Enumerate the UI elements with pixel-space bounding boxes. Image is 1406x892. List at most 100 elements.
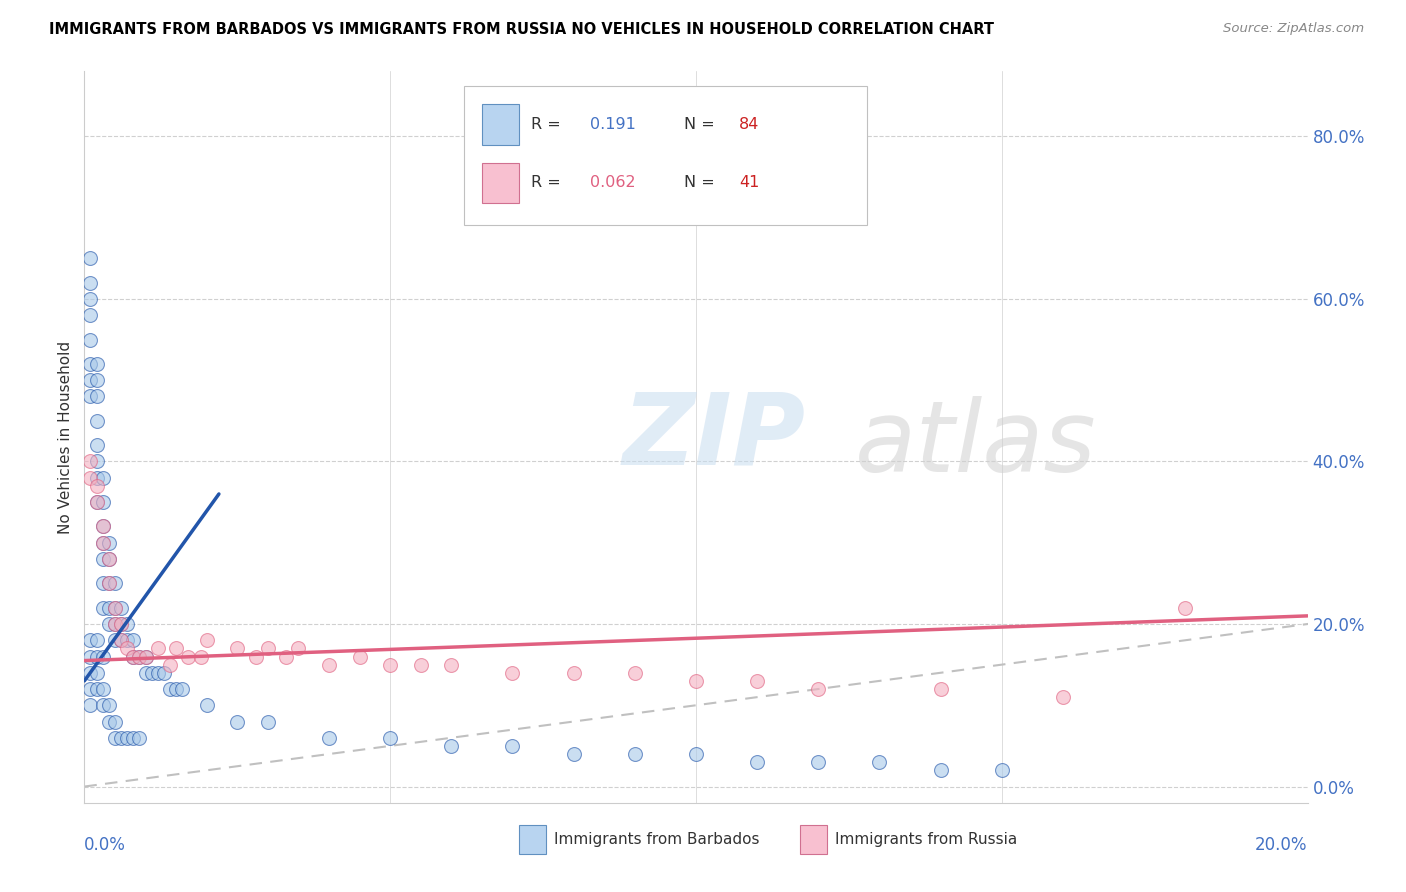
Point — [177, 649, 200, 664]
Point — [86, 495, 108, 509]
Point — [79, 665, 101, 680]
Point — [135, 665, 157, 680]
Point — [79, 276, 101, 290]
Point — [159, 657, 181, 672]
Point — [685, 747, 707, 761]
Text: Immigrants from Russia: Immigrants from Russia — [835, 832, 1018, 847]
Point — [79, 292, 101, 306]
Point — [97, 552, 120, 566]
Point — [97, 600, 120, 615]
Point — [128, 649, 150, 664]
Point — [91, 681, 114, 696]
Point — [318, 657, 340, 672]
Point — [79, 308, 101, 322]
Point — [122, 731, 145, 745]
Point — [440, 739, 463, 753]
Point — [91, 649, 114, 664]
Point — [115, 731, 138, 745]
Point — [287, 641, 309, 656]
Text: atlas: atlas — [855, 396, 1097, 493]
Point — [91, 471, 114, 485]
Point — [104, 617, 127, 632]
Point — [104, 600, 127, 615]
Point — [190, 649, 212, 664]
Point — [104, 576, 127, 591]
Point — [86, 681, 108, 696]
Point — [91, 552, 114, 566]
Point — [135, 649, 157, 664]
Point — [86, 479, 108, 493]
Point — [86, 471, 108, 485]
Point — [115, 633, 138, 648]
Point — [104, 600, 127, 615]
Point — [624, 665, 647, 680]
Point — [747, 755, 769, 769]
Point — [110, 633, 132, 648]
Point — [747, 673, 769, 688]
Point — [91, 519, 114, 533]
Point — [257, 714, 280, 729]
Point — [165, 681, 187, 696]
FancyBboxPatch shape — [464, 86, 868, 225]
Point — [79, 373, 101, 387]
Point — [86, 357, 108, 371]
Point — [97, 617, 120, 632]
Point — [110, 617, 132, 632]
Point — [128, 649, 150, 664]
Point — [91, 519, 114, 533]
FancyBboxPatch shape — [482, 163, 519, 203]
Point — [685, 673, 707, 688]
Point — [97, 576, 120, 591]
Point — [257, 641, 280, 656]
Point — [91, 600, 114, 615]
Point — [79, 649, 101, 664]
Point — [195, 633, 218, 648]
Point — [91, 535, 114, 549]
Point — [97, 714, 120, 729]
Point — [562, 665, 585, 680]
Text: 0.062: 0.062 — [589, 175, 636, 190]
Point — [128, 731, 150, 745]
FancyBboxPatch shape — [519, 825, 546, 854]
Text: Source: ZipAtlas.com: Source: ZipAtlas.com — [1223, 22, 1364, 36]
Point — [226, 641, 249, 656]
Point — [1052, 690, 1074, 705]
Point — [807, 681, 830, 696]
Point — [79, 252, 101, 266]
Point — [86, 438, 108, 452]
Point — [91, 495, 114, 509]
Point — [409, 657, 432, 672]
Point — [97, 698, 120, 713]
Point — [91, 535, 114, 549]
Point — [245, 649, 267, 664]
Point — [1174, 600, 1197, 615]
Point — [165, 641, 187, 656]
Point — [110, 731, 132, 745]
Text: R =: R = — [531, 175, 561, 190]
Point — [624, 747, 647, 761]
Point — [79, 333, 101, 347]
Point — [79, 633, 101, 648]
Text: 41: 41 — [738, 175, 759, 190]
Point — [110, 600, 132, 615]
Point — [79, 471, 101, 485]
Point — [991, 764, 1014, 778]
Point — [318, 731, 340, 745]
Point — [146, 665, 169, 680]
FancyBboxPatch shape — [482, 104, 519, 145]
Point — [440, 657, 463, 672]
Text: N =: N = — [683, 117, 714, 131]
Point — [502, 665, 524, 680]
Point — [159, 681, 181, 696]
Point — [110, 633, 132, 648]
Point — [807, 755, 830, 769]
FancyBboxPatch shape — [800, 825, 827, 854]
Point — [79, 681, 101, 696]
Point — [122, 649, 145, 664]
Point — [79, 454, 101, 468]
Point — [91, 698, 114, 713]
Point — [380, 731, 402, 745]
Point — [86, 633, 108, 648]
Point — [79, 389, 101, 403]
Point — [97, 535, 120, 549]
